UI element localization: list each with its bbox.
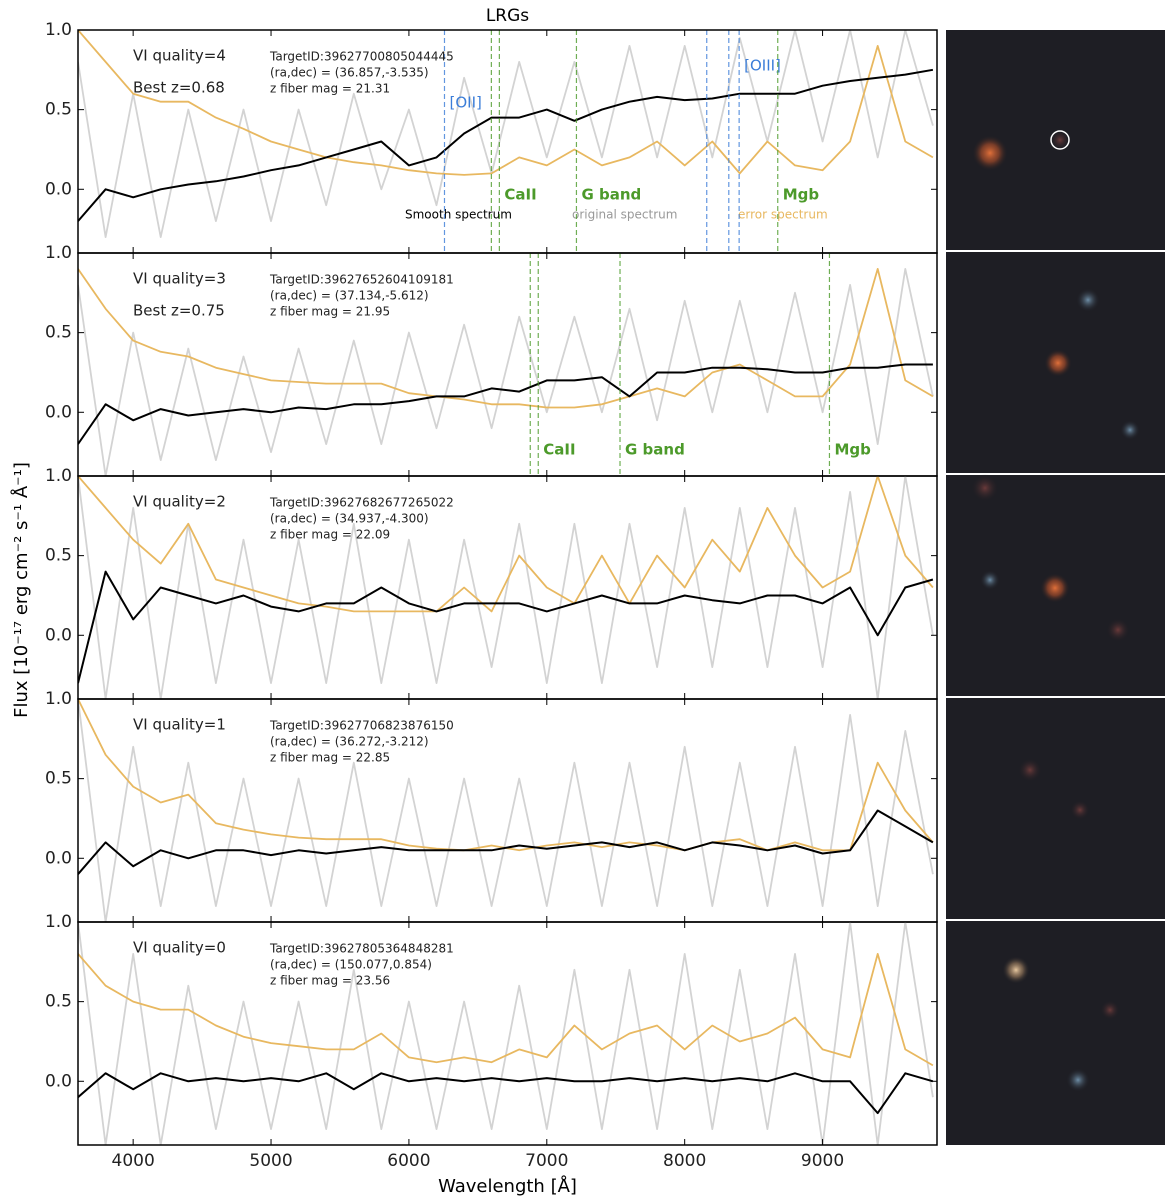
source: [1070, 800, 1090, 820]
source: [971, 474, 999, 502]
y-tick-label: 0.5: [45, 323, 72, 343]
line-label: CaII: [504, 186, 536, 204]
image-column: [946, 30, 1165, 1145]
spectrum-line: [78, 363, 933, 445]
vi-label: VI quality=0: [133, 939, 226, 957]
vi-label: Best z=0.68: [133, 79, 225, 97]
line-label: G band: [625, 441, 685, 459]
plot-area: [78, 30, 934, 238]
target-info: (ra,dec) = (36.272,-3.212): [270, 735, 429, 749]
vi-label: VI quality=4: [133, 47, 226, 65]
target-info: TargetID:39627805364848281: [269, 942, 454, 956]
plot-area: [78, 922, 934, 1145]
x-axis-label: Wavelength [Å]: [438, 1175, 577, 1197]
source: [1120, 420, 1140, 440]
y-tick-label: 1.0: [45, 466, 72, 486]
chart-title: LRGs: [486, 6, 529, 26]
y-tick-label: 0.5: [45, 992, 72, 1012]
x-tick-label: 4000: [112, 1151, 155, 1171]
y-tick-label: 1.0: [45, 689, 72, 709]
target-info: z fiber mag = 22.09: [270, 528, 390, 542]
source: [1100, 1000, 1120, 1020]
y-tick-label: 1.0: [45, 20, 72, 40]
spectrum-line: [78, 1072, 934, 1115]
vi-label: VI quality=2: [133, 493, 226, 511]
target-info: z fiber mag = 21.95: [270, 305, 390, 319]
spectrum-line: [78, 68, 934, 222]
spectrum-line: [78, 809, 934, 875]
y-tick-label: 0.0: [45, 1071, 72, 1091]
source: [1018, 758, 1042, 782]
target-info: (ra,dec) = (150.077,0.854): [270, 958, 432, 972]
target-info: (ra,dec) = (36.857,-3.535): [270, 66, 429, 80]
target-info: TargetID:39627652604109181: [269, 273, 454, 287]
target-circle: [1050, 130, 1070, 150]
spectrum-line: [78, 570, 934, 684]
target-info: z fiber mag = 21.31: [270, 82, 390, 96]
source: [1066, 1068, 1090, 1092]
source: [1050, 130, 1070, 150]
plot-area: [78, 699, 934, 922]
vi-label: Best z=0.75: [133, 302, 225, 320]
axes-frame: [77, 921, 938, 1146]
x-tick-label: 8000: [663, 1151, 706, 1171]
source: [1040, 573, 1070, 603]
target-info: z fiber mag = 23.56: [270, 974, 390, 988]
x-tick-label: 7000: [525, 1151, 568, 1171]
legend-label: Smooth spectrum: [405, 208, 512, 222]
plot-area: [78, 268, 934, 476]
plot-area: [78, 476, 934, 699]
y-tick-label: 0.0: [45, 179, 72, 199]
line-label: G band: [581, 186, 641, 204]
source: [980, 570, 1000, 590]
y-tick-label: 0.5: [45, 546, 72, 566]
spectrum-line: [78, 30, 934, 176]
target-info: TargetID:39627706823876150: [269, 719, 454, 733]
target-info: TargetID:39627682677265022: [269, 496, 454, 510]
spectrum-line: [78, 953, 934, 1067]
line-label: [OIII]: [744, 57, 781, 75]
y-axis-label: Flux [10⁻¹⁷ erg cm⁻² s⁻¹ Å⁻¹]: [10, 462, 32, 718]
spectrum-line: [78, 699, 934, 922]
line-label: Mgb: [783, 186, 820, 204]
target-info: z fiber mag = 22.85: [270, 751, 390, 765]
y-tick-label: 0.5: [45, 769, 72, 789]
source: [1076, 288, 1100, 312]
vi-label: VI quality=3: [133, 270, 226, 288]
source: [972, 135, 1008, 171]
line-label: Mgb: [834, 441, 871, 459]
y-tick-label: 1.0: [45, 243, 72, 263]
y-tick-label: 0.0: [45, 402, 72, 422]
legend-label: original spectrum: [572, 208, 677, 222]
target-info: (ra,dec) = (37.134,-5.612): [270, 289, 429, 303]
line-label: [OII]: [449, 94, 481, 112]
spectrum-line: [78, 922, 934, 1145]
source: [1044, 349, 1072, 377]
spectrum-line: [78, 268, 934, 409]
spectrum-line: [78, 268, 934, 476]
x-tick-label: 6000: [387, 1151, 430, 1171]
line-label: CaII: [543, 441, 575, 459]
source: [1106, 618, 1130, 642]
target-info: (ra,dec) = (34.937,-4.300): [270, 512, 429, 526]
spectrum-line: [78, 476, 934, 699]
vi-label: VI quality=1: [133, 716, 226, 734]
y-tick-label: 0.5: [45, 100, 72, 120]
y-tick-label: 0.0: [45, 625, 72, 645]
spectrum-line: [78, 476, 934, 613]
cutout-image: [946, 921, 1165, 1145]
legend-label: error spectrum: [738, 208, 828, 222]
x-tick-label: 5000: [249, 1151, 292, 1171]
source: [1002, 956, 1030, 984]
target-info: TargetID:39627700805044445: [269, 50, 454, 64]
y-tick-label: 1.0: [45, 912, 72, 932]
x-tick-label: 9000: [801, 1151, 844, 1171]
cutout-image: [946, 698, 1165, 919]
y-tick-label: 0.0: [45, 848, 72, 868]
